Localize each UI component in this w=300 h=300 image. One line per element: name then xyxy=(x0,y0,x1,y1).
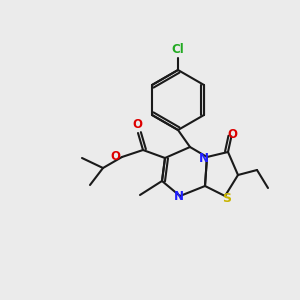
Text: N: N xyxy=(199,152,209,164)
Text: S: S xyxy=(223,191,232,205)
Text: Cl: Cl xyxy=(172,43,184,56)
Text: N: N xyxy=(174,190,184,203)
Text: O: O xyxy=(227,128,237,141)
Text: O: O xyxy=(132,118,142,131)
Text: O: O xyxy=(110,151,120,164)
